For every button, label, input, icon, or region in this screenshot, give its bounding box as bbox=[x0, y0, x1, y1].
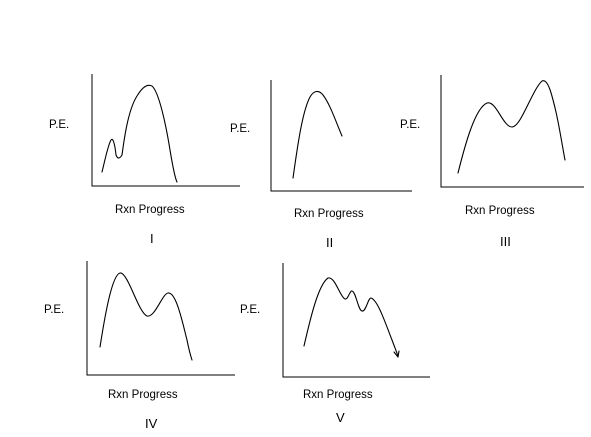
diagram-iii: P.E. Rxn Progress III bbox=[400, 75, 584, 249]
diagram-v-axes bbox=[282, 263, 430, 378]
diagram-ii-numeral: II bbox=[326, 235, 333, 250]
diagram-i-curve bbox=[101, 84, 178, 183]
diagram-i: P.E. Rxn Progress I bbox=[49, 74, 240, 246]
diagram-ii-axes bbox=[270, 80, 412, 192]
diagram-v-numeral: V bbox=[336, 410, 345, 425]
diagram-iv-axes bbox=[86, 261, 235, 376]
diagram-iii-curve bbox=[457, 80, 566, 174]
diagram-iii-ylabel: P.E. bbox=[400, 119, 420, 131]
diagram-i-xlabel: Rxn Progress bbox=[115, 204, 185, 216]
diagram-v-curve bbox=[303, 277, 399, 357]
diagram-iv-xlabel: Rxn Progress bbox=[108, 389, 178, 401]
diagram-v: P.E. Rxn Progress V bbox=[240, 263, 430, 425]
diagram-v-arrowhead bbox=[393, 350, 400, 358]
diagram-iv-curve bbox=[99, 272, 193, 361]
diagram-ii: P.E. Rxn Progress II bbox=[230, 80, 412, 250]
diagram-ii-ylabel: P.E. bbox=[230, 123, 250, 135]
diagram-iii-xlabel: Rxn Progress bbox=[465, 205, 535, 217]
diagram-ii-xlabel: Rxn Progress bbox=[294, 208, 364, 220]
diagram-iv-numeral: IV bbox=[145, 416, 158, 431]
diagram-v-xlabel: Rxn Progress bbox=[303, 389, 373, 401]
diagram-i-ylabel: P.E. bbox=[49, 119, 69, 131]
diagram-i-axes bbox=[91, 74, 240, 187]
diagram-iii-numeral: III bbox=[500, 234, 511, 249]
diagram-iii-axes bbox=[440, 75, 584, 188]
diagram-ii-curve bbox=[292, 90, 343, 179]
diagram-iv: P.E. Rxn Progress IV bbox=[44, 261, 235, 431]
diagram-iv-ylabel: P.E. bbox=[44, 304, 64, 316]
diagram-v-ylabel: P.E. bbox=[240, 304, 260, 316]
diagram-i-numeral: I bbox=[150, 231, 154, 246]
